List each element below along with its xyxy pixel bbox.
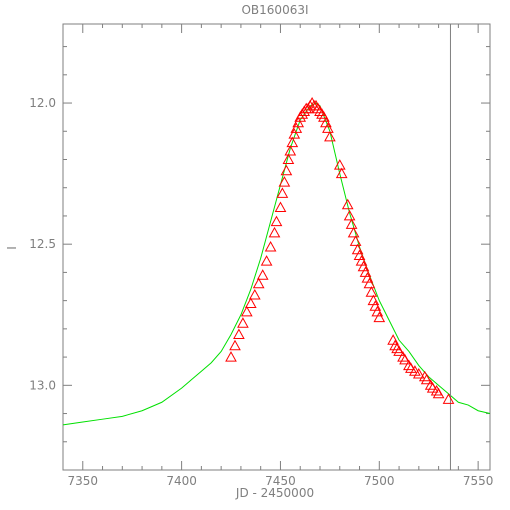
data-point <box>284 144 297 156</box>
data-point <box>280 164 293 176</box>
x-tick-label: 7400 <box>166 474 197 488</box>
data-point <box>290 122 303 133</box>
data-point <box>333 159 346 170</box>
data-point <box>282 153 295 164</box>
data-point <box>292 116 305 128</box>
data-point <box>256 269 269 280</box>
data-point <box>270 215 283 227</box>
data-point <box>252 277 265 289</box>
data-point <box>286 136 299 148</box>
data-point <box>363 277 376 289</box>
data-point <box>373 311 386 323</box>
data-point <box>229 339 241 351</box>
data-point <box>343 209 356 221</box>
plot-frame <box>62 23 491 471</box>
data-point <box>341 198 354 210</box>
data-point <box>432 387 445 399</box>
data-point <box>244 297 257 308</box>
data-point <box>276 187 289 198</box>
y-tick-label: 12.5 <box>29 237 56 251</box>
data-point <box>240 305 253 317</box>
data-point <box>420 373 433 385</box>
chart-title: OB160063I <box>241 3 308 17</box>
axis-ticks <box>62 24 490 470</box>
x-tick-label: 7350 <box>67 474 98 488</box>
data-point <box>345 218 358 229</box>
data-point <box>274 201 287 212</box>
data-point <box>322 122 334 133</box>
x-axis-label: JD - 2450000 <box>235 486 314 500</box>
data-point <box>248 288 261 300</box>
axis-tick-labels: 7350 7400 7450 7500 7550 12.0 12.5 13.0 <box>29 96 493 488</box>
data-point <box>412 367 425 379</box>
x-tick-label: 7550 <box>463 474 494 488</box>
data-point <box>442 393 455 404</box>
data-points <box>225 96 455 404</box>
data-point <box>268 226 281 238</box>
data-point <box>399 353 411 365</box>
data-point <box>349 235 362 246</box>
data-point <box>264 240 277 252</box>
data-point <box>324 130 336 142</box>
data-point <box>237 317 249 328</box>
data-point <box>393 345 405 356</box>
plot-area <box>62 24 491 470</box>
data-point <box>233 328 245 339</box>
data-point <box>347 226 360 238</box>
data-point <box>335 167 348 179</box>
data-point <box>278 176 291 187</box>
y-axis-label: I <box>5 246 19 250</box>
data-point <box>365 286 378 297</box>
data-point <box>260 255 273 266</box>
x-tick-label: 7450 <box>265 474 296 488</box>
data-point <box>288 128 301 139</box>
data-point <box>225 351 237 362</box>
y-tick-label: 12.0 <box>29 96 56 110</box>
y-tick-label: 13.0 <box>29 378 56 392</box>
x-tick-label: 7500 <box>364 474 395 488</box>
